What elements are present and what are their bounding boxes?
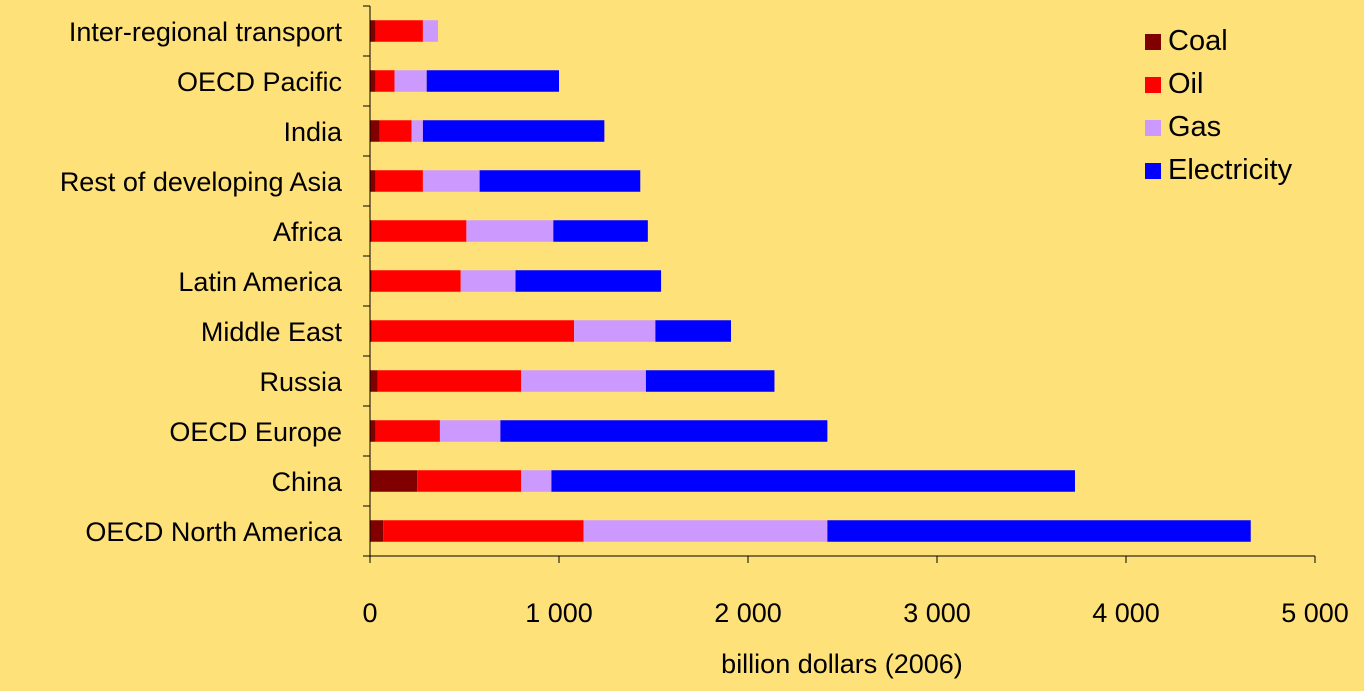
bar-latin-america-coal <box>370 270 372 292</box>
bar-rest-of-developing-asia-oil <box>375 170 423 192</box>
category-label: OECD Europe <box>169 417 342 447</box>
x-tick-label: 5 000 <box>1281 598 1349 628</box>
category-label: Inter-regional transport <box>69 17 343 47</box>
bar-latin-america-electricity <box>515 270 662 292</box>
bar-oecd-north-america-coal <box>370 520 384 542</box>
bar-africa-electricity <box>553 220 648 242</box>
legend-swatch-electricity <box>1145 163 1161 179</box>
bar-india-electricity <box>422 120 605 142</box>
x-tick-labels: 0 1 000 2 000 3 000 4 000 5 000 <box>362 598 1348 628</box>
category-label: India <box>283 117 343 147</box>
bar-india-oil <box>379 120 412 142</box>
legend-swatch-coal <box>1145 34 1161 50</box>
bar-india-coal <box>370 120 380 142</box>
bar-oecd-north-america-electricity <box>827 520 1251 542</box>
bar-rest-of-developing-asia-coal <box>370 170 376 192</box>
bar-latin-america-gas <box>460 270 516 292</box>
category-labels: OECD North America China OECD Europe Russia… <box>60 17 343 547</box>
bar-russia-oil <box>377 370 522 392</box>
bar-middle-east-oil <box>371 320 575 342</box>
bar-middle-east-gas <box>574 320 656 342</box>
bars-layer <box>370 6 1315 556</box>
bar-africa-coal <box>370 220 372 242</box>
axes-layer <box>363 5 1316 563</box>
bar-latin-america-oil <box>371 270 461 292</box>
legend: Coal Oil Gas Electricity <box>1145 25 1293 186</box>
x-tick-label: 3 000 <box>903 598 971 628</box>
bar-inter-regional-transport-oil <box>375 20 423 42</box>
bar-india-gas <box>411 120 423 142</box>
x-tick-label: 1 000 <box>525 598 593 628</box>
bar-oecd-europe-electricity <box>500 420 828 442</box>
bar-middle-east-coal <box>370 320 372 342</box>
category-label: Rest of developing Asia <box>60 167 343 197</box>
bar-russia-gas <box>521 370 646 392</box>
bar-africa-gas <box>466 220 554 242</box>
category-label: Africa <box>273 217 343 247</box>
x-tick-label: 4 000 <box>1092 598 1160 628</box>
bar-oecd-europe-gas <box>439 420 501 442</box>
bar-inter-regional-transport-coal <box>370 20 376 42</box>
bar-russia-electricity <box>645 370 775 392</box>
bar-oecd-pacific-coal <box>370 70 376 92</box>
legend-swatch-oil <box>1145 77 1161 93</box>
bar-china-oil <box>417 470 522 492</box>
bar-oecd-pacific-electricity <box>426 70 559 92</box>
x-tick-label: 0 <box>362 598 377 628</box>
bar-inter-regional-transport-gas <box>422 20 439 42</box>
bar-oecd-europe-oil <box>375 420 440 442</box>
bar-oecd-pacific-gas <box>394 70 427 92</box>
category-label: Middle East <box>201 317 343 347</box>
category-label: OECD Pacific <box>177 67 342 97</box>
x-tick-label: 2 000 <box>714 598 782 628</box>
legend-label-oil: Oil <box>1168 68 1203 100</box>
bar-china-electricity <box>551 470 1075 492</box>
bar-oecd-north-america-gas <box>583 520 828 542</box>
x-axis-label: billion dollars (2006) <box>721 649 963 679</box>
category-label: China <box>271 467 343 497</box>
legend-label-coal: Coal <box>1168 25 1228 57</box>
bar-russia-coal <box>370 370 378 392</box>
category-label: Latin America <box>178 267 343 297</box>
bar-oecd-pacific-oil <box>375 70 395 92</box>
legend-label-gas: Gas <box>1168 111 1221 143</box>
bar-middle-east-electricity <box>655 320 731 342</box>
bar-rest-of-developing-asia-electricity <box>479 170 641 192</box>
category-label: Russia <box>259 367 343 397</box>
legend-swatch-gas <box>1145 120 1161 136</box>
bar-oecd-north-america-oil <box>383 520 584 542</box>
legend-label-electricity: Electricity <box>1168 154 1293 186</box>
category-label: OECD North America <box>85 517 343 547</box>
bar-rest-of-developing-asia-gas <box>422 170 480 192</box>
bar-china-gas <box>521 470 552 492</box>
bar-oecd-europe-coal <box>370 420 376 442</box>
bar-africa-oil <box>371 220 467 242</box>
bar-china-coal <box>370 470 418 492</box>
